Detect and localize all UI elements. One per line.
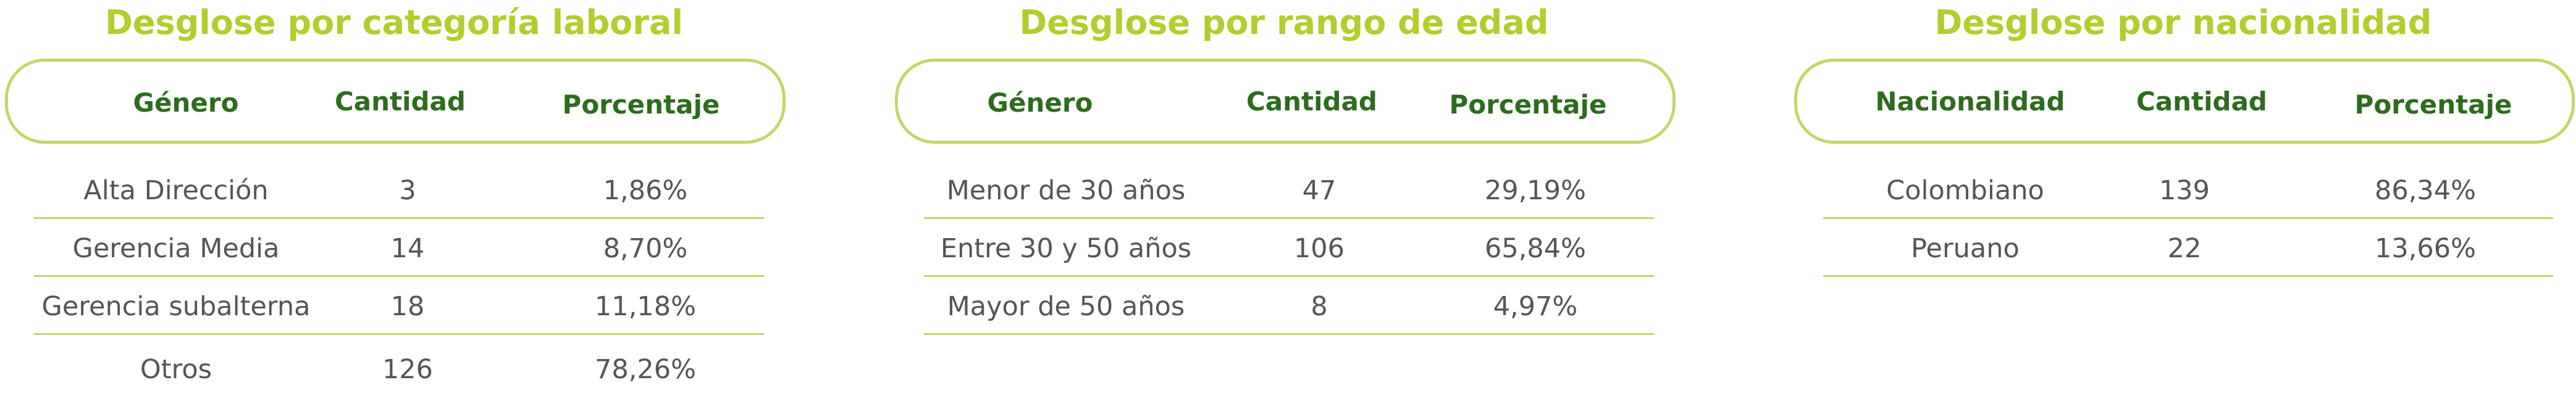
cell-cantidad: 22	[2167, 233, 2202, 264]
cell-porcentaje: 78,26%	[595, 354, 696, 385]
cell-cantidad: 139	[2159, 175, 2210, 206]
cell-categoria: Alta Dirección	[83, 175, 269, 206]
cell-categoria: Otros	[140, 354, 212, 385]
cell-cantidad: 3	[399, 175, 416, 206]
cell-rango: Menor de 30 años	[946, 175, 1186, 206]
header-porcentaje: Porcentaje	[2354, 89, 2512, 120]
row-divider	[1823, 217, 2553, 219]
cell-nacionalidad: Peruano	[1911, 233, 2020, 264]
table-header: Nacionalidad Cantidad Porcentaje	[1794, 59, 2575, 144]
table-nacionalidad: Desglose por nacionalidad Nacionalidad C…	[1794, 0, 2575, 401]
header-cantidad: Cantidad	[2136, 86, 2267, 117]
header-genero: Género	[133, 88, 239, 118]
row-divider	[924, 217, 1654, 219]
cell-categoria: Gerencia subalterna	[41, 291, 311, 322]
row-divider	[1823, 275, 2553, 277]
cell-porcentaje: 8,70%	[603, 233, 688, 264]
header-cantidad: Cantidad	[334, 86, 466, 117]
cell-cantidad: 8	[1311, 291, 1328, 322]
table-row: Peruano 22 13,66%	[1823, 219, 2553, 277]
row-divider	[34, 275, 764, 277]
table-row: Otros 126 78,26%	[34, 340, 764, 398]
cell-cantidad: 47	[1302, 175, 1336, 206]
header-genero: Género	[987, 88, 1093, 118]
table-row: Gerencia Media 14 8,70%	[34, 219, 764, 277]
table-title: Desglose por categoría laboral	[105, 3, 683, 42]
cell-porcentaje: 13,66%	[2375, 233, 2476, 264]
cell-rango: Entre 30 y 50 años	[940, 233, 1192, 264]
table-row: Gerencia subalterna 18 11,18%	[34, 277, 764, 335]
table-header: Género Cantidad Porcentaje	[895, 59, 1676, 144]
row-divider	[924, 333, 1654, 335]
cell-porcentaje: 86,34%	[2375, 175, 2476, 206]
cell-porcentaje: 1,86%	[603, 175, 688, 206]
cell-categoria: Gerencia Media	[72, 233, 280, 264]
cell-cantidad: 126	[382, 354, 434, 385]
table-row: Colombiano 139 86,34%	[1823, 161, 2553, 219]
row-divider	[34, 333, 764, 335]
cell-porcentaje: 65,84%	[1485, 233, 1586, 264]
header-porcentaje: Porcentaje	[1449, 89, 1607, 120]
table-title: Desglose por rango de edad	[1019, 3, 1549, 42]
cell-porcentaje: 11,18%	[595, 291, 696, 322]
row-divider	[924, 275, 1654, 277]
cell-rango: Mayor de 50 años	[947, 291, 1185, 322]
table-row: Entre 30 y 50 años 106 65,84%	[924, 219, 1654, 277]
table-rango-edad: Desglose por rango de edad Género Cantid…	[895, 0, 1676, 401]
header-cantidad: Cantidad	[1246, 86, 1377, 117]
cell-cantidad: 18	[390, 291, 425, 322]
table-row: Menor de 30 años 47 29,19%	[924, 161, 1654, 219]
cell-porcentaje: 4,97%	[1493, 291, 1578, 322]
cell-porcentaje: 29,19%	[1485, 175, 1586, 206]
table-row: Alta Dirección 3 1,86%	[34, 161, 764, 219]
cell-cantidad: 14	[390, 233, 425, 264]
table-row: Mayor de 50 años 8 4,97%	[924, 277, 1654, 335]
table-title: Desglose por nacionalidad	[1934, 3, 2432, 42]
header-nacionalidad: Nacionalidad	[1875, 86, 2065, 117]
table-categoria-laboral: Desglose por categoría laboral Género Ca…	[5, 0, 786, 401]
row-divider	[34, 217, 764, 219]
header-porcentaje: Porcentaje	[562, 89, 720, 120]
cell-nacionalidad: Colombiano	[1886, 175, 2044, 206]
cell-cantidad: 106	[1293, 233, 1345, 264]
table-header: Género Cantidad Porcentaje	[5, 59, 786, 144]
